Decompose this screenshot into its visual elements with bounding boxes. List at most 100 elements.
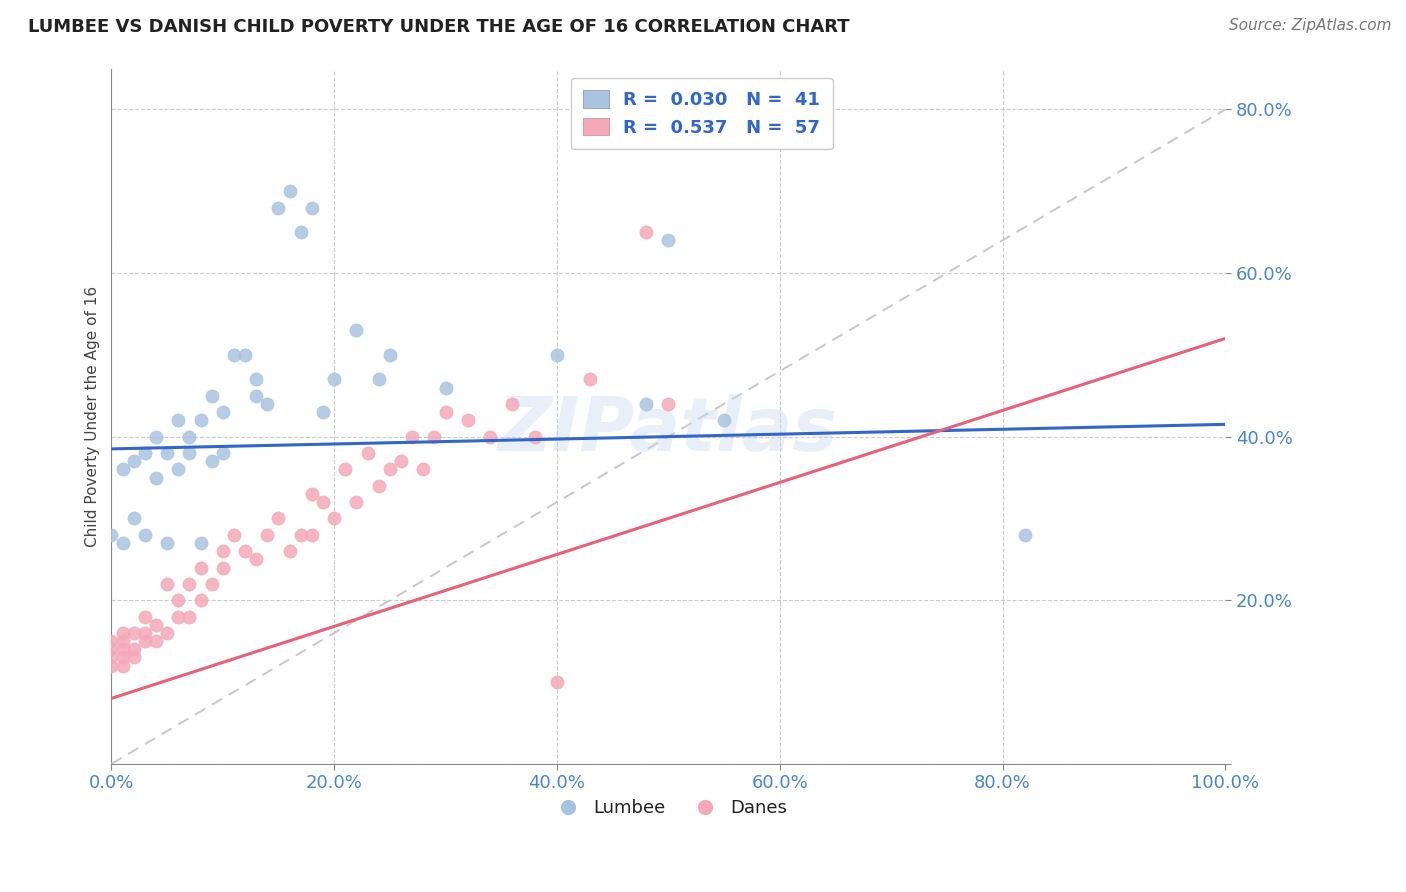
Point <box>167 609 190 624</box>
Point <box>211 544 233 558</box>
Point <box>145 617 167 632</box>
Point <box>278 184 301 198</box>
Point <box>356 446 378 460</box>
Point <box>423 429 446 443</box>
Point <box>122 511 145 525</box>
Point <box>312 405 335 419</box>
Legend: Lumbee, Danes: Lumbee, Danes <box>543 792 794 824</box>
Point <box>301 487 323 501</box>
Point <box>323 372 346 386</box>
Point <box>100 642 122 657</box>
Point <box>179 446 201 460</box>
Point <box>523 429 546 443</box>
Point <box>100 658 122 673</box>
Point <box>111 536 134 550</box>
Point <box>335 462 357 476</box>
Point <box>111 650 134 665</box>
Point <box>122 626 145 640</box>
Point <box>179 429 201 443</box>
Point <box>167 413 190 427</box>
Point <box>290 528 312 542</box>
Y-axis label: Child Poverty Under the Age of 16: Child Poverty Under the Age of 16 <box>86 285 100 547</box>
Point <box>211 405 233 419</box>
Point <box>245 389 267 403</box>
Point <box>233 544 256 558</box>
Point <box>256 528 278 542</box>
Point <box>434 405 457 419</box>
Text: LUMBEE VS DANISH CHILD POVERTY UNDER THE AGE OF 16 CORRELATION CHART: LUMBEE VS DANISH CHILD POVERTY UNDER THE… <box>28 18 849 36</box>
Point <box>378 462 401 476</box>
Point <box>100 528 122 542</box>
Point <box>713 413 735 427</box>
Point <box>222 348 245 362</box>
Point <box>122 650 145 665</box>
Point <box>290 225 312 239</box>
Point <box>111 626 134 640</box>
Point <box>245 552 267 566</box>
Point <box>546 675 568 690</box>
Point <box>479 429 502 443</box>
Point <box>579 372 602 386</box>
Point <box>179 577 201 591</box>
Point <box>100 634 122 648</box>
Point <box>222 528 245 542</box>
Point <box>156 446 179 460</box>
Point <box>1014 528 1036 542</box>
Point <box>134 446 156 460</box>
Point <box>657 233 679 247</box>
Point <box>156 626 179 640</box>
Point <box>211 560 233 574</box>
Point <box>256 397 278 411</box>
Point <box>267 201 290 215</box>
Text: ZIPatlas: ZIPatlas <box>498 393 838 467</box>
Point <box>501 397 523 411</box>
Point <box>323 511 346 525</box>
Point <box>301 201 323 215</box>
Point <box>111 634 134 648</box>
Point <box>312 495 335 509</box>
Point <box>401 429 423 443</box>
Point <box>389 454 412 468</box>
Point <box>190 413 212 427</box>
Point <box>179 609 201 624</box>
Point <box>636 397 658 411</box>
Point <box>546 348 568 362</box>
Point <box>145 470 167 484</box>
Point <box>201 389 224 403</box>
Point <box>145 429 167 443</box>
Point <box>434 380 457 394</box>
Point <box>134 626 156 640</box>
Point <box>134 634 156 648</box>
Point <box>190 536 212 550</box>
Point <box>457 413 479 427</box>
Point <box>111 658 134 673</box>
Point <box>301 528 323 542</box>
Point <box>278 544 301 558</box>
Text: Source: ZipAtlas.com: Source: ZipAtlas.com <box>1229 18 1392 33</box>
Point <box>211 446 233 460</box>
Point <box>167 593 190 607</box>
Point <box>346 495 368 509</box>
Point <box>636 225 658 239</box>
Point <box>245 372 267 386</box>
Point <box>156 536 179 550</box>
Point <box>122 642 145 657</box>
Point <box>378 348 401 362</box>
Point <box>145 634 167 648</box>
Point <box>233 348 256 362</box>
Point <box>111 642 134 657</box>
Point <box>190 560 212 574</box>
Point <box>201 577 224 591</box>
Point <box>201 454 224 468</box>
Point <box>346 323 368 337</box>
Point <box>657 397 679 411</box>
Point <box>367 372 389 386</box>
Point <box>122 454 145 468</box>
Point <box>156 577 179 591</box>
Point <box>100 650 122 665</box>
Point <box>412 462 434 476</box>
Point <box>267 511 290 525</box>
Point <box>134 609 156 624</box>
Point <box>367 479 389 493</box>
Point <box>134 528 156 542</box>
